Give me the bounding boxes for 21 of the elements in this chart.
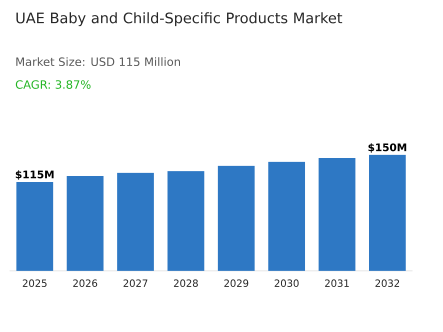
bar <box>66 176 104 271</box>
chart-subtitle: Market Size: USD 115 Million <box>16 57 180 66</box>
x-tick-label: 2029 <box>224 279 248 287</box>
data-label: $115M <box>16 170 54 180</box>
bar <box>318 158 356 271</box>
bar <box>218 166 255 271</box>
x-tick-label: 2026 <box>73 279 98 287</box>
data-label: $150M <box>368 143 406 153</box>
x-tick-label: 2032 <box>375 279 400 287</box>
bar <box>369 154 406 271</box>
chart-title: UAE Baby and Child-Specific Products Market <box>16 12 342 26</box>
x-tick-label: 2027 <box>124 279 148 287</box>
x-tick-label: 2031 <box>325 279 349 287</box>
bar <box>117 172 154 271</box>
bar <box>16 182 54 271</box>
x-tick-label: 2030 <box>274 279 299 287</box>
bar <box>268 162 306 271</box>
x-tick-label: 2028 <box>174 279 198 287</box>
x-tick-label: 2025 <box>22 279 47 287</box>
text: CAGR: 3.87% <box>16 80 91 89</box>
bar <box>168 171 204 271</box>
